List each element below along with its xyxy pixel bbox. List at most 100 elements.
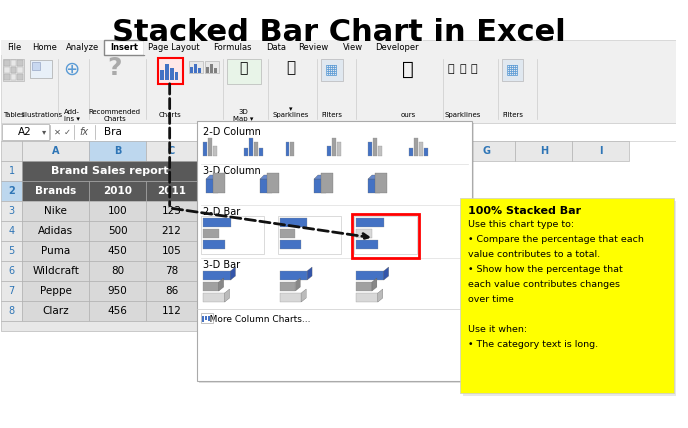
Bar [89, 301, 146, 321]
Bar [197, 241, 226, 261]
Text: 112: 112 [162, 306, 182, 316]
Text: 📈: 📈 [286, 60, 295, 75]
Bar [356, 218, 384, 227]
Bar [10, 67, 17, 73]
Text: 2: 2 [8, 186, 15, 196]
Text: Page Layout: Page Layout [149, 43, 200, 52]
Text: over time: over time [469, 295, 514, 304]
Bar [371, 40, 423, 55]
Text: 5: 5 [8, 246, 14, 256]
Bar [572, 141, 630, 161]
Bar [3, 60, 10, 66]
Bar [352, 214, 419, 258]
Bar [515, 141, 572, 161]
Polygon shape [230, 267, 235, 280]
Bar [279, 293, 301, 302]
Text: Analyze: Analyze [66, 43, 99, 52]
Text: Stacked Bar Chart in Excel: Stacked Bar Chart in Excel [111, 18, 566, 47]
Bar [259, 148, 263, 156]
Bar [203, 293, 225, 302]
Bar [332, 138, 336, 156]
Text: ours: ours [400, 112, 416, 118]
Polygon shape [378, 289, 383, 302]
Bar [279, 229, 295, 238]
Bar [62, 40, 104, 55]
Bar [144, 40, 204, 55]
Bar [28, 59, 56, 81]
Bar [1, 181, 22, 201]
Bar [368, 142, 372, 156]
Bar [205, 61, 219, 73]
Text: Charts: Charts [158, 112, 181, 118]
Text: Illustrations: Illustrations [21, 112, 63, 118]
Bar [334, 40, 371, 55]
Bar [278, 216, 341, 254]
Text: Use this chart type to:: Use this chart type to: [469, 220, 574, 229]
Bar [1, 141, 22, 161]
Text: 1: 1 [8, 166, 14, 176]
Text: I: I [599, 146, 603, 156]
Bar [146, 141, 197, 161]
Polygon shape [372, 278, 377, 291]
Bar [290, 142, 294, 156]
Bar [1, 161, 22, 181]
Bar [89, 241, 146, 261]
Text: 100% Stacked Bar: 100% Stacked Bar [469, 206, 581, 216]
Text: G: G [483, 146, 491, 156]
Bar [206, 179, 218, 193]
Text: Add-
ins ▾: Add- ins ▾ [63, 109, 79, 122]
Polygon shape [295, 278, 300, 291]
Text: 3-D Bar: 3-D Bar [203, 260, 240, 270]
Text: Clarz: Clarz [43, 306, 69, 316]
Text: ?: ? [107, 56, 122, 80]
Text: Formulas: Formulas [213, 43, 251, 52]
Bar [203, 229, 219, 238]
Bar [203, 240, 225, 249]
Polygon shape [225, 289, 230, 302]
Bar [373, 138, 377, 156]
Text: 🌐: 🌐 [239, 61, 248, 75]
Bar [89, 281, 146, 301]
Text: 3: 3 [8, 206, 14, 216]
Bar [32, 62, 40, 70]
Bar [3, 74, 10, 80]
Text: 86: 86 [165, 286, 178, 296]
Bar [203, 271, 230, 280]
Text: Peppe: Peppe [40, 286, 72, 296]
Text: Developer: Developer [375, 43, 419, 52]
Bar [205, 316, 207, 320]
Bar [356, 282, 372, 291]
Bar [260, 40, 292, 55]
Bar [327, 146, 331, 156]
Bar [22, 281, 89, 301]
Bar [458, 141, 515, 161]
Bar [375, 173, 387, 193]
Text: Sparklines: Sparklines [272, 112, 309, 118]
Bar [1, 124, 49, 140]
Bar [189, 61, 203, 73]
Bar [424, 148, 428, 156]
Bar [336, 142, 341, 156]
Bar [89, 221, 146, 241]
Bar [1, 281, 22, 301]
Bar [1, 123, 676, 141]
Bar [146, 181, 197, 201]
Bar [502, 59, 523, 81]
Bar [210, 64, 213, 73]
Text: ✕: ✕ [54, 128, 61, 137]
Text: 📊: 📊 [447, 64, 454, 74]
Bar [22, 161, 226, 181]
Bar [460, 198, 674, 393]
Bar [419, 142, 423, 156]
Bar [203, 142, 207, 156]
Text: • Compare the percentage that each: • Compare the percentage that each [469, 235, 644, 244]
Text: 3D
Map ▾: 3D Map ▾ [233, 109, 253, 122]
Bar [146, 241, 197, 261]
Text: fx: fx [80, 127, 89, 137]
Bar [89, 141, 146, 161]
Text: 212: 212 [162, 226, 182, 236]
Bar [260, 179, 272, 193]
Text: H: H [540, 146, 548, 156]
Bar [244, 148, 248, 156]
Polygon shape [384, 267, 389, 280]
